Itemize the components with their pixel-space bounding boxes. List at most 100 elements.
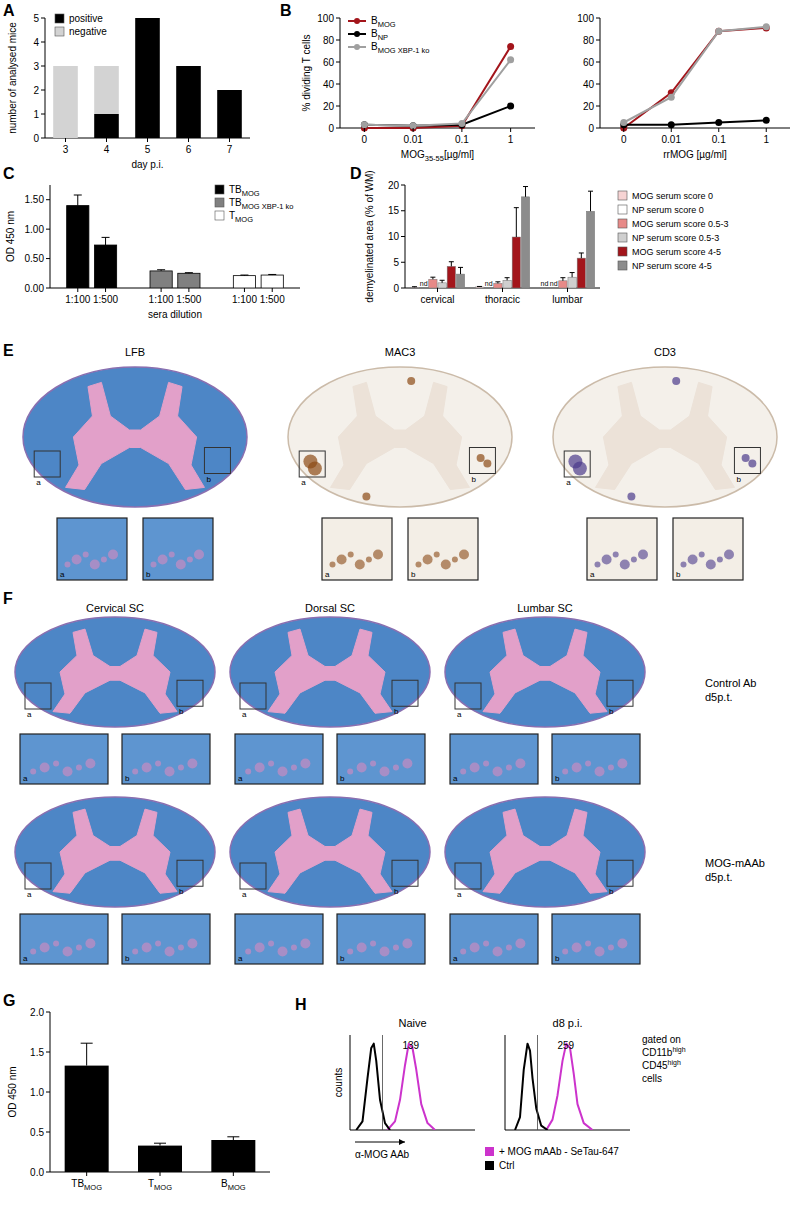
note-part: CD45 — [642, 1060, 668, 1071]
inset-detail — [470, 943, 480, 953]
annotation: 259 — [558, 1040, 575, 1051]
inset-detail — [393, 765, 399, 771]
inset-detail — [717, 557, 723, 563]
text-part: TB — [71, 1178, 84, 1189]
series-line — [364, 47, 510, 128]
inset-image — [122, 914, 210, 964]
stain-spot — [672, 377, 680, 385]
inset-box — [392, 680, 418, 706]
inset-image — [450, 914, 538, 964]
y-tick-label: 100 — [317, 13, 334, 24]
x-tick — [671, 128, 672, 132]
subscript: MOG XBP-1 ko — [242, 202, 294, 211]
y-axis — [350, 1035, 351, 1130]
inset-detail — [142, 763, 152, 773]
grey-matter — [268, 629, 392, 713]
point — [361, 121, 368, 128]
stain-label: LFB — [125, 346, 145, 358]
inset-detail — [602, 555, 612, 565]
text-part: TB — [229, 197, 242, 208]
x-tick — [623, 128, 624, 132]
point — [620, 119, 627, 126]
inset-detail — [132, 949, 138, 955]
subscript: MOG — [154, 1183, 172, 1192]
y-tick-label: 40 — [323, 79, 335, 90]
y-tick-label: 20 — [388, 180, 400, 191]
y-tick-label: 1 — [33, 109, 39, 120]
bar — [135, 18, 160, 138]
inset-label: b — [736, 475, 741, 484]
y-axis — [340, 18, 341, 128]
inset-detail — [85, 939, 95, 949]
legend-marker — [354, 31, 360, 37]
inset-image — [450, 734, 538, 784]
y-tick — [41, 66, 45, 67]
y-tick-label: 0 — [588, 123, 594, 134]
x-tick — [244, 288, 245, 292]
y-tick-label: 60 — [583, 57, 595, 68]
error-cap — [458, 267, 463, 268]
error-cap — [440, 280, 445, 281]
error-bar — [451, 262, 452, 267]
y-tick-label: 10 — [388, 231, 400, 242]
y-tick — [41, 42, 45, 43]
inset-detail — [380, 767, 390, 777]
point — [458, 120, 465, 127]
stain-label: CD3 — [654, 346, 676, 358]
x-tick — [364, 128, 365, 132]
error-cap — [523, 186, 528, 187]
panel-label: H — [295, 996, 307, 1013]
axis-arrow — [355, 1142, 405, 1143]
inset-detail — [158, 555, 168, 565]
x-tick-label: 0.01 — [403, 134, 423, 145]
bar — [178, 273, 200, 288]
panel-label: G — [3, 992, 15, 1009]
inset-detail — [493, 947, 503, 957]
x-tick-label: 1:500 — [176, 294, 201, 305]
inset-detail — [155, 761, 161, 767]
error-cap — [430, 277, 435, 278]
inset-detail — [300, 759, 310, 769]
y-tick-label: 0.0 — [30, 1167, 44, 1178]
inset-detail — [460, 949, 466, 955]
y-tick — [46, 258, 50, 259]
inset-image — [552, 734, 640, 784]
subscript: MOG — [228, 1183, 246, 1192]
bar — [94, 66, 119, 114]
bar — [233, 276, 255, 288]
x-tick — [188, 288, 189, 292]
text-part: MOG — [401, 149, 425, 160]
inset-detail — [245, 769, 251, 775]
x-tick — [65, 138, 66, 142]
inset-detail — [373, 550, 383, 560]
bar — [475, 287, 483, 288]
x-tick-label: cervical — [421, 294, 455, 305]
grey-matter — [53, 629, 177, 713]
y-tick-label: 0.50 — [25, 253, 45, 264]
x-tick-label: 1:100 — [65, 294, 90, 305]
row-label: d5p.t. — [705, 691, 733, 703]
x-axis — [350, 1130, 475, 1131]
bar — [494, 283, 502, 288]
grey-matter — [483, 809, 607, 893]
plot-area — [515, 1035, 593, 1130]
inset-box — [564, 451, 590, 477]
inset-label: b — [676, 570, 681, 579]
inset-detail — [688, 555, 698, 565]
y-tick-label: 20 — [583, 101, 595, 112]
inset-image — [337, 734, 425, 784]
y-tick — [46, 1052, 50, 1053]
gate-line — [537, 1035, 538, 1130]
x-tick-label: 1:100 — [149, 294, 174, 305]
stain-spot — [308, 462, 322, 476]
error-cap — [102, 237, 110, 238]
stain-spot — [748, 460, 756, 468]
y-tick-label: 1.00 — [25, 224, 45, 235]
y-tick — [41, 114, 45, 115]
inset-detail — [53, 941, 59, 947]
inset-detail — [620, 560, 630, 570]
inset-detail — [330, 562, 336, 568]
plot-area — [65, 1043, 256, 1172]
x-tick — [272, 288, 273, 292]
inset-detail — [706, 560, 716, 570]
